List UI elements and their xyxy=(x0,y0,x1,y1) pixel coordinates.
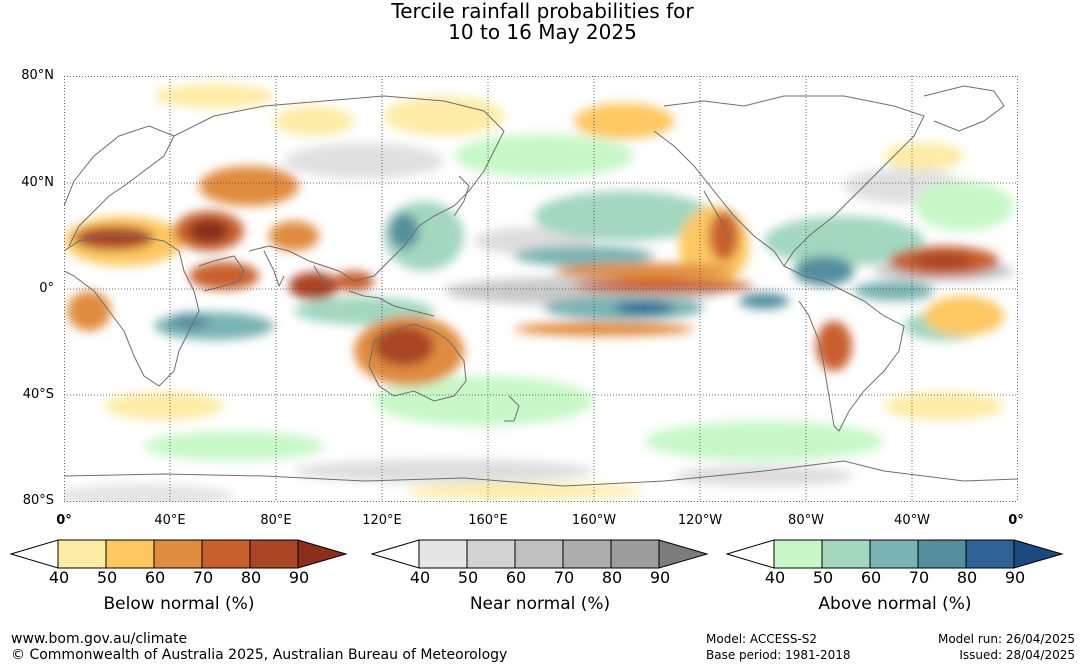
lon-label-40e: 40°E xyxy=(154,513,186,528)
cb-above-tick: 70 xyxy=(908,568,930,587)
cb-above-tick: 60 xyxy=(860,568,882,587)
lon-label-0: 0° xyxy=(56,513,72,528)
colorbar-max-triangle xyxy=(658,539,709,569)
colorbar-bin xyxy=(610,539,660,569)
colorbar-near-normal xyxy=(371,539,709,569)
colorbar-min-triangle xyxy=(10,539,59,569)
cb-below-tick: 70 xyxy=(192,568,214,587)
graticule xyxy=(64,76,1018,502)
lon-label-120w: 120°W xyxy=(677,513,723,528)
lon-label-160w: 160°W xyxy=(571,513,617,528)
cb-below-tick: 40 xyxy=(48,568,70,587)
footer-url: www.bom.gov.au/climate xyxy=(11,631,188,647)
probability-field xyxy=(64,84,1014,502)
footer-model-run: Model run: 26/04/2025 xyxy=(937,632,1075,646)
colorbar-min-triangle xyxy=(371,539,420,569)
colorbar-bin xyxy=(418,539,468,569)
footer-issued: Issued: 28/04/2025 xyxy=(959,648,1075,662)
lat-label-equator: 0° xyxy=(39,281,54,296)
cb-near-tick: 80 xyxy=(601,568,623,587)
colorbar-bin xyxy=(514,539,564,569)
lon-label-120e: 120°E xyxy=(362,513,402,528)
cb-near-tick: 90 xyxy=(649,568,671,587)
lon-label-0-end: 0° xyxy=(1008,513,1024,528)
coastlines xyxy=(64,85,1018,487)
colorbar-bin xyxy=(57,539,107,569)
lat-label-80s: 80°S xyxy=(22,493,54,508)
lat-label-80n: 80°N xyxy=(21,68,54,83)
colorbar-bin xyxy=(917,539,967,569)
map-title-line-1: Tercile rainfall probabilities for xyxy=(391,0,694,23)
cb-above-tick: 40 xyxy=(764,568,786,587)
colorbar-max-triangle xyxy=(1013,539,1064,569)
cb-below-tick: 90 xyxy=(288,568,310,587)
cb-above-tick: 90 xyxy=(1004,568,1026,587)
cb-near-tick: 70 xyxy=(553,568,575,587)
legend-label-above-normal: Above normal (%) xyxy=(818,594,972,614)
colorbar-bin xyxy=(105,539,155,569)
colorbar-bin xyxy=(201,539,251,569)
lon-label-160e: 160°E xyxy=(468,513,508,528)
footer-base-period: Base period: 1981-2018 xyxy=(706,648,851,662)
footer-copyright: © Commonwealth of Australia 2025, Austra… xyxy=(11,647,508,663)
footer-model: Model: ACCESS-S2 xyxy=(706,632,818,646)
cb-below-tick: 50 xyxy=(96,568,118,587)
colorbar-bin xyxy=(869,539,919,569)
map-title-line-2: 10 to 16 May 2025 xyxy=(448,20,637,44)
cb-above-tick: 50 xyxy=(812,568,834,587)
colorbar-bin xyxy=(562,539,612,569)
colorbar-bin xyxy=(466,539,516,569)
legend-label-below-normal: Below normal (%) xyxy=(103,594,255,614)
rainfall-probability-map xyxy=(64,76,1018,502)
colorbar-bin xyxy=(153,539,203,569)
colorbar-bin xyxy=(821,539,871,569)
lat-label-40s: 40°S xyxy=(22,387,54,402)
colorbar-bin xyxy=(249,539,299,569)
lat-label-40n: 40°N xyxy=(21,175,54,190)
cb-near-tick: 40 xyxy=(409,568,431,587)
colorbar-max-triangle xyxy=(297,539,348,569)
cb-near-tick: 60 xyxy=(505,568,527,587)
legend-label-near-normal: Near normal (%) xyxy=(469,594,611,614)
lon-label-40w: 40°W xyxy=(894,513,930,528)
colorbar-bin xyxy=(773,539,823,569)
cb-above-tick: 80 xyxy=(956,568,978,587)
cb-below-tick: 80 xyxy=(240,568,262,587)
colorbar-above-normal xyxy=(726,539,1064,569)
cb-below-tick: 60 xyxy=(144,568,166,587)
lon-label-80e: 80°E xyxy=(260,513,292,528)
colorbar-below-normal xyxy=(10,539,348,569)
cb-near-tick: 50 xyxy=(457,568,479,587)
lon-label-80w: 80°W xyxy=(788,513,824,528)
colorbar-min-triangle xyxy=(726,539,775,569)
colorbar-bin xyxy=(965,539,1015,569)
